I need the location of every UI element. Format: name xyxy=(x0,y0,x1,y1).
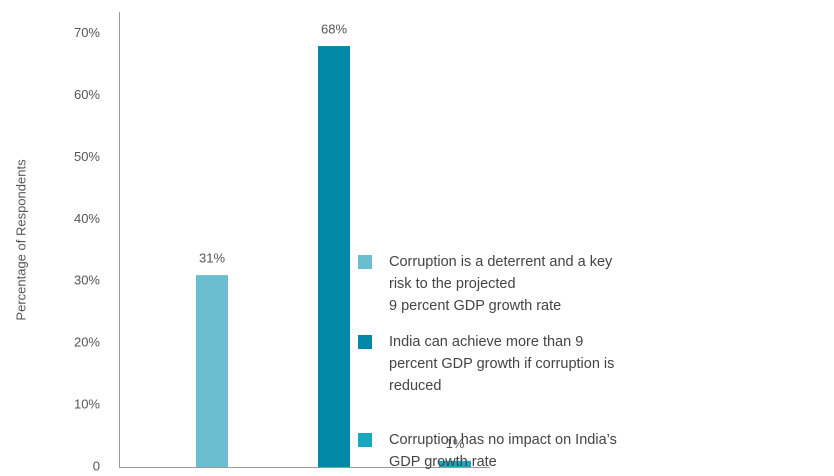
legend-swatch xyxy=(358,255,372,269)
y-tick-label: 40% xyxy=(74,211,100,226)
legend-label: reduced xyxy=(389,378,441,394)
legend-label: risk to the projected xyxy=(389,276,516,292)
y-axis-label: Percentage of Respondents xyxy=(13,159,28,321)
legend-label: 9 percent GDP growth rate xyxy=(389,298,561,314)
data-label: 31% xyxy=(199,251,225,266)
y-tick-label: 20% xyxy=(74,335,100,350)
y-tick-label: 0 xyxy=(93,458,100,473)
bar xyxy=(439,460,471,467)
data-label: 68% xyxy=(321,21,347,36)
legend-swatch xyxy=(358,433,372,447)
y-tick-label: 70% xyxy=(74,25,100,40)
y-tick-label: 60% xyxy=(74,87,100,102)
bar xyxy=(318,46,350,468)
legend-label: India can achieve more than 9 xyxy=(389,334,583,350)
y-tick-label: 30% xyxy=(74,273,100,288)
y-tick-label: 10% xyxy=(74,397,100,412)
legend-label: Corruption has no impact on India’s xyxy=(389,432,617,448)
legend-label: Corruption is a deterrent and a key xyxy=(389,254,613,270)
y-tick-label: 50% xyxy=(74,149,100,164)
legend-swatch xyxy=(358,335,372,349)
legend-label: percent GDP growth if corruption is xyxy=(389,356,614,372)
legend-label: GDP growth rate xyxy=(389,454,497,470)
data-label: 1% xyxy=(446,436,465,451)
bar xyxy=(196,275,228,467)
